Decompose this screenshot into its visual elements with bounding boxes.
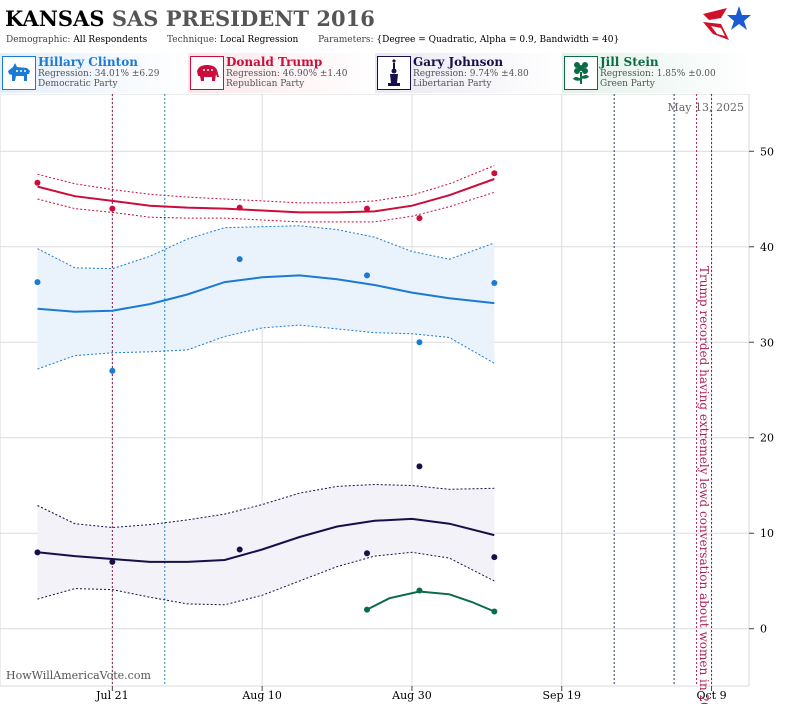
hillary-clinton-poll-point[interactable]	[491, 280, 498, 287]
candidate-legend: Hillary Clinton Regression: 34.01% ±6.29…	[0, 53, 789, 93]
candidate-party: Republican Party	[226, 79, 305, 89]
technique-label: Technique:	[167, 35, 218, 45]
donald-trump-poll-point[interactable]	[34, 179, 41, 186]
x-tick-label: Aug 30	[391, 689, 432, 702]
y-tick-label: 20	[760, 432, 774, 445]
x-tick-label: Jul 21	[95, 689, 129, 702]
jill-stein-poll-point[interactable]	[416, 587, 423, 594]
jill-stein-poll-point[interactable]	[364, 606, 371, 613]
y-tick-label: 50	[760, 145, 774, 158]
poll-chart[interactable]: Jul 21 Aug 10 Aug 30 Sep 19 Oct 9 0 10 20 30 40 5…	[0, 94, 789, 704]
jill-stein-regression-line[interactable]	[366, 590, 495, 613]
date-stamp: May 13, 2025	[667, 101, 744, 114]
candidate-card-clinton[interactable]: Hillary Clinton Regression: 34.01% ±6.29…	[0, 53, 188, 93]
gary-johnson-confidence-band	[37, 484, 495, 605]
liberty-icon	[377, 56, 411, 90]
y-tick-label: 40	[760, 241, 774, 254]
gary-johnson-poll-point[interactable]	[416, 463, 423, 470]
gary-johnson-poll-point[interactable]	[34, 549, 41, 556]
donald-trump-confidence-band	[37, 165, 495, 222]
hillary-clinton-regression-line[interactable]	[37, 274, 495, 313]
site-logo-icon[interactable]	[699, 4, 751, 50]
page-title: KANSAS SAS PRESIDENT 2016	[5, 6, 375, 31]
y-axis-ticks: 0 10 20 30 40 50	[749, 145, 774, 636]
candidate-party: Democratic Party	[38, 79, 118, 89]
hillary-clinton-poll-point[interactable]	[236, 256, 243, 263]
candidate-regression: Regression: 9.74% ±4.80	[413, 69, 529, 79]
technique-value[interactable]: Local Regression	[219, 35, 299, 45]
candidate-card-trump[interactable]: Donald Trump Regression: 46.90% ±1.40 Re…	[188, 53, 375, 93]
y-tick-label: 30	[760, 336, 774, 349]
donald-trump-poll-point[interactable]	[109, 205, 116, 212]
hillary-clinton-poll-point[interactable]	[364, 272, 371, 279]
gary-johnson-poll-point[interactable]	[491, 554, 498, 561]
gary-johnson-poll-point[interactable]	[236, 546, 243, 553]
race-title: SAS PRESIDENT 2016	[111, 6, 375, 31]
donkey-icon	[2, 56, 36, 90]
candidate-name: Hillary Clinton	[38, 55, 138, 69]
donald-trump-poll-point[interactable]	[416, 215, 423, 222]
confidence-bounds	[37, 165, 495, 606]
watermark: HowWillAmericaVote.com	[6, 669, 151, 682]
parameters-label: Parameters:	[318, 35, 374, 45]
event-lines	[111, 94, 713, 686]
hillary-clinton-upper-bound	[37, 225, 495, 270]
hillary-clinton-lower-bound	[37, 324, 495, 370]
elephant-icon	[190, 56, 224, 90]
candidate-regression: Regression: 46.90% ±1.40	[226, 69, 348, 79]
candidate-regression: Regression: 1.85% ±0.00	[600, 69, 716, 79]
header: KANSAS SAS PRESIDENT 2016 Demographic: A…	[0, 0, 789, 52]
event-annotation: Trump recorded having extremely lewd con…	[697, 266, 711, 704]
demographic-value[interactable]: All Respondents	[73, 35, 148, 45]
x-tick-label: Oct 9	[696, 689, 726, 702]
hillary-clinton-poll-point[interactable]	[109, 367, 116, 374]
poll-points	[34, 170, 498, 615]
y-tick-label: 0	[760, 623, 767, 636]
x-tick-label: Sep 19	[542, 689, 581, 702]
candidate-regression: Regression: 34.01% ±6.29	[38, 69, 160, 79]
candidate-party: Libertarian Party	[413, 79, 492, 89]
gary-johnson-poll-point[interactable]	[364, 550, 371, 557]
hillary-clinton-confidence-band	[37, 225, 495, 369]
x-axis-ticks: Jul 21 Aug 10 Aug 30 Sep 19 Oct 9	[95, 686, 727, 702]
donald-trump-regression-line[interactable]	[37, 178, 495, 214]
y-tick-label: 10	[760, 527, 774, 540]
candidate-party: Green Party	[600, 79, 655, 89]
flower-icon	[564, 56, 598, 90]
confidence-bands	[37, 165, 495, 605]
hillary-clinton-poll-point[interactable]	[34, 279, 41, 286]
gary-johnson-lower-bound	[37, 551, 495, 606]
hillary-clinton-poll-point[interactable]	[416, 339, 423, 346]
parameters-value[interactable]: {Degree = Quadratic, Alpha = 0.9, Bandwi…	[376, 35, 620, 45]
parameters-line: Demographic: All Respondents Technique: …	[6, 35, 619, 45]
candidate-card-stein[interactable]: Jill Stein Regression: 1.85% ±0.00 Green…	[562, 53, 752, 93]
candidate-name: Jill Stein	[600, 55, 659, 69]
donald-trump-upper-bound	[37, 165, 495, 204]
donald-trump-lower-bound	[37, 191, 495, 223]
demographic-label: Demographic:	[6, 35, 71, 45]
gary-johnson-poll-point[interactable]	[109, 558, 116, 565]
candidate-name: Gary Johnson	[413, 55, 504, 69]
donald-trump-poll-point[interactable]	[491, 170, 498, 177]
jill-stein-poll-point[interactable]	[491, 608, 498, 615]
state-name: KANSAS	[5, 6, 105, 31]
donald-trump-poll-point[interactable]	[236, 204, 243, 211]
candidate-card-johnson[interactable]: Gary Johnson Regression: 9.74% ±4.80 Lib…	[375, 53, 562, 93]
candidate-name: Donald Trump	[226, 55, 323, 69]
x-tick-label: Aug 10	[241, 689, 282, 702]
donald-trump-poll-point[interactable]	[364, 205, 371, 212]
